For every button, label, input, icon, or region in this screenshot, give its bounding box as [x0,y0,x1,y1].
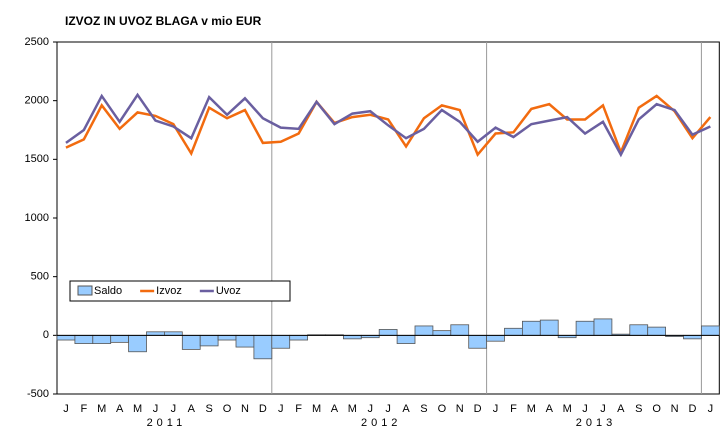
bar [378,329,398,336]
bar [432,330,452,336]
y-tick-label: 2500 [25,36,49,48]
x-tick-label: S [205,403,212,415]
y-tick-label: 1500 [25,153,49,165]
bar [56,334,76,341]
x-tick-label: J [368,403,374,415]
y-tick-label: 2000 [25,95,49,107]
x-tick-label: N [671,403,679,415]
bar [163,331,183,336]
x-tick-label: A [116,403,124,415]
bar [128,334,147,353]
x-tick-label: F [80,403,87,415]
x-tick-label: A [188,403,196,415]
bar [468,334,488,349]
x-tick-label: N [456,403,464,415]
x-tick-label: F [510,403,517,415]
y-tick-label: -500 [27,388,49,400]
x-tick-label: N [241,403,249,415]
x-tick-label: M [527,403,536,415]
x-tick-label: S [420,403,427,415]
x-tick-label: D [688,403,696,415]
bar [74,334,94,344]
bar [342,334,362,340]
x-tick-label: A [546,403,554,415]
bar [217,334,237,341]
x-tick-label: J [278,403,284,415]
y-tick-label: 500 [31,271,49,283]
bar [146,331,165,336]
bar [92,334,112,344]
bar [486,334,505,342]
bar [593,318,613,336]
bar [253,334,273,360]
x-tick-label: O [438,403,447,415]
plot-area [56,41,720,395]
x-tick-label: M [348,403,357,415]
x-tick-label: J [63,403,69,415]
x-tick-label: M [133,403,142,415]
x-tick-label: J [582,403,588,415]
legend-box [69,280,291,302]
x-tick-label: M [97,403,106,415]
x-tick-label: M [563,403,572,415]
bar [683,334,702,340]
bar [396,334,416,344]
bar [701,325,720,336]
x-tick-label: J [153,403,159,415]
bar [522,320,541,336]
x-tick-label: J [171,403,177,415]
x-tick-label: O [223,403,232,415]
legend-label: Saldo [94,285,122,297]
x-tick-label: S [635,403,642,415]
legend: Saldo Izvoz Uvoz [69,280,291,302]
y-tick-label: 1000 [25,212,49,224]
year-label: 2012 [361,417,401,429]
bar [629,324,649,336]
legend-swatch [77,285,93,296]
bar [575,320,595,336]
x-tick-label: J [600,403,606,415]
x-tick-label: D [259,403,267,415]
x-tick-label: J [385,403,391,415]
x-tick-label: M [312,403,321,415]
year-label: 2011 [147,417,187,429]
x-tick-label: A [402,403,410,415]
bar [504,327,523,336]
x-tick-label: O [652,403,661,415]
legend-label: Izvoz [156,285,182,297]
line [65,92,711,158]
bar [181,334,201,350]
x-tick-label: A [617,403,625,415]
bar [539,319,559,336]
x-tick-label: D [474,403,482,415]
x-tick-label: J [493,403,499,415]
bar [289,334,309,341]
y-tick-label: 0 [43,329,49,341]
x-tick-label: F [295,403,302,415]
bar [199,334,219,347]
x-tick-label: J [708,403,714,415]
chart-title: IZVOZ IN UVOZ BLAGA v mio EUR [65,14,262,28]
bar [450,324,470,336]
bar [235,334,255,348]
legend-label: Uvoz [216,285,241,297]
bar [110,334,129,343]
bar [647,326,667,336]
x-tick-label: A [331,403,339,415]
bar [414,325,434,336]
bar [271,334,291,349]
year-label: 2013 [576,417,616,429]
line [65,94,712,158]
